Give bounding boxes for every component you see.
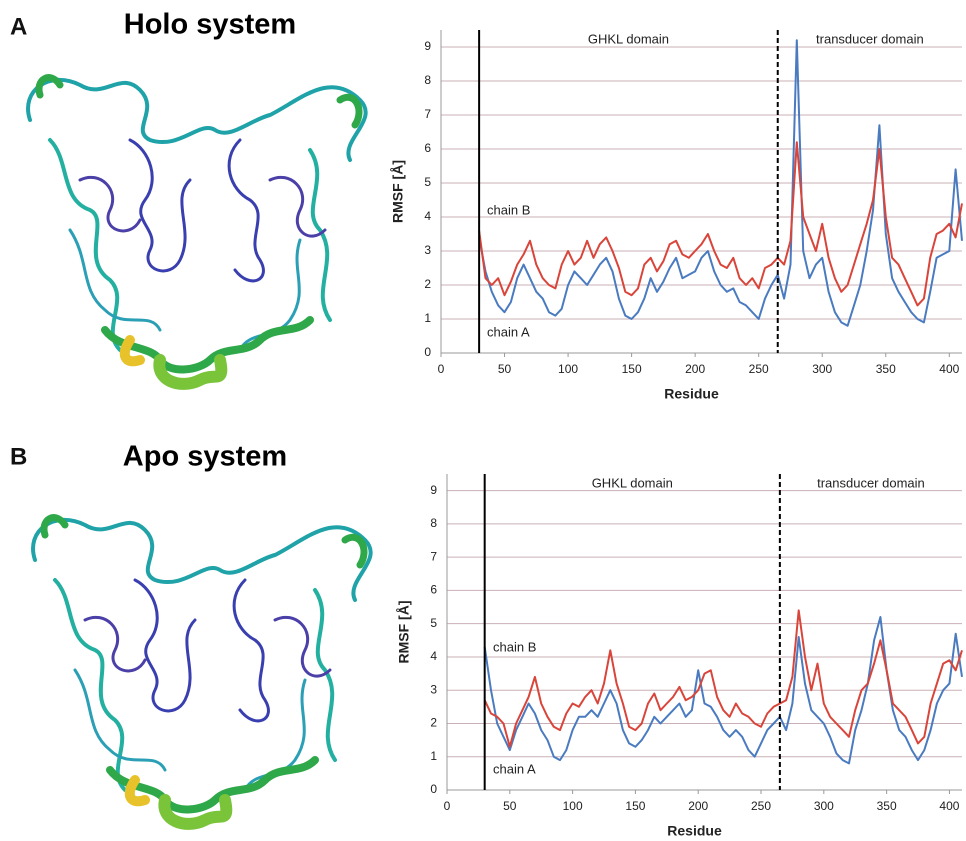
y-tick-label: 7 xyxy=(430,549,437,563)
x-tick-label: 150 xyxy=(625,799,645,813)
x-axis-label: Residue xyxy=(667,823,722,839)
y-tick-label: 8 xyxy=(430,516,437,530)
y-tick-label: 7 xyxy=(424,107,431,121)
x-tick-label: 50 xyxy=(503,799,517,813)
chart-title: Apo system xyxy=(123,441,287,473)
y-tick-label: 2 xyxy=(430,716,437,730)
series-line xyxy=(483,616,963,765)
x-tick-label: 150 xyxy=(622,362,642,376)
y-tick-label: 1 xyxy=(430,749,437,763)
x-tick-label: 250 xyxy=(749,362,769,376)
x-tick-label: 200 xyxy=(685,362,705,376)
x-tick-label: 50 xyxy=(498,362,512,376)
x-axis-label: Residue xyxy=(664,386,719,402)
x-tick-label: 100 xyxy=(563,799,583,813)
y-tick-label: 3 xyxy=(430,682,437,696)
legend-label: chain B xyxy=(493,639,536,654)
x-tick-label: 250 xyxy=(751,799,771,813)
panel-label: A xyxy=(10,13,27,40)
protein-structure xyxy=(33,518,371,824)
x-tick-label: 350 xyxy=(877,799,897,813)
y-tick-label: 9 xyxy=(430,483,437,497)
protein-structure xyxy=(28,78,366,384)
domain-label: GHKL domain xyxy=(588,31,669,46)
y-axis-label: RMSF [Å] xyxy=(390,160,406,223)
x-tick-label: 0 xyxy=(444,799,451,813)
y-tick-label: 5 xyxy=(424,175,431,189)
y-tick-label: 1 xyxy=(424,311,431,325)
y-tick-label: 4 xyxy=(424,209,431,223)
y-tick-label: 6 xyxy=(424,141,431,155)
legend-label: chain B xyxy=(487,202,530,217)
y-tick-label: 0 xyxy=(424,345,431,359)
y-tick-label: 2 xyxy=(424,277,431,291)
legend-label: chain A xyxy=(493,761,536,776)
y-tick-label: 4 xyxy=(430,649,437,663)
chart-title: Holo system xyxy=(124,9,296,41)
y-tick-label: 0 xyxy=(430,782,437,796)
x-tick-label: 400 xyxy=(939,799,959,813)
y-tick-label: 9 xyxy=(424,39,431,53)
x-tick-label: 400 xyxy=(939,362,959,376)
y-tick-label: 8 xyxy=(424,73,431,87)
x-tick-label: 300 xyxy=(812,362,832,376)
legend-label: chain A xyxy=(487,324,530,339)
domain-label: GHKL domain xyxy=(592,475,673,490)
x-tick-label: 0 xyxy=(438,362,445,376)
y-tick-label: 6 xyxy=(430,583,437,597)
y-tick-label: 3 xyxy=(424,243,431,257)
y-tick-label: 5 xyxy=(430,616,437,630)
x-tick-label: 100 xyxy=(558,362,578,376)
x-tick-label: 350 xyxy=(876,362,896,376)
domain-label: transducer domain xyxy=(816,31,924,46)
x-tick-label: 300 xyxy=(814,799,834,813)
x-tick-label: 200 xyxy=(688,799,708,813)
panel-label: B xyxy=(10,443,27,470)
domain-label: transducer domain xyxy=(817,475,925,490)
series-line xyxy=(478,141,963,307)
y-axis-label: RMSF [Å] xyxy=(396,601,412,664)
series-line xyxy=(483,609,963,748)
